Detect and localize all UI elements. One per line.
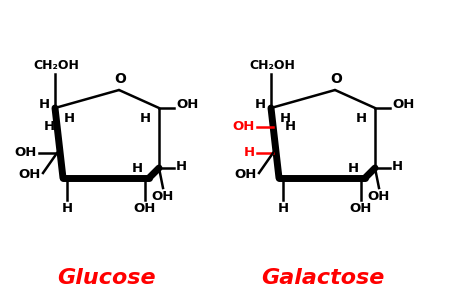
Text: H: H <box>356 112 366 124</box>
Text: OH: OH <box>18 169 41 182</box>
Text: OH: OH <box>368 190 390 203</box>
Text: OH: OH <box>152 190 174 203</box>
Text: OH: OH <box>392 98 414 112</box>
Text: H: H <box>62 202 73 215</box>
Text: H: H <box>348 161 359 175</box>
Text: O: O <box>330 72 342 86</box>
Text: H: H <box>132 161 143 175</box>
Text: OH: OH <box>15 146 37 160</box>
Text: H: H <box>279 112 291 124</box>
Text: OH: OH <box>350 202 372 215</box>
Text: H: H <box>285 121 296 134</box>
Text: OH: OH <box>235 169 257 182</box>
Text: H: H <box>277 202 289 215</box>
Text: H: H <box>244 146 255 160</box>
Text: OH: OH <box>134 202 156 215</box>
Text: H: H <box>140 112 150 124</box>
Text: CH₂OH: CH₂OH <box>249 59 295 72</box>
Text: Galactose: Galactose <box>261 268 385 288</box>
Text: H: H <box>63 112 75 124</box>
Text: H: H <box>39 98 50 112</box>
Text: CH₂OH: CH₂OH <box>33 59 79 72</box>
Text: OH: OH <box>176 98 198 112</box>
Text: H: H <box>392 160 403 172</box>
Text: O: O <box>114 72 126 86</box>
Text: H: H <box>255 98 266 112</box>
Text: H: H <box>176 160 187 172</box>
Text: H: H <box>44 121 55 134</box>
Text: Glucose: Glucose <box>57 268 156 288</box>
Text: OH: OH <box>233 121 255 134</box>
